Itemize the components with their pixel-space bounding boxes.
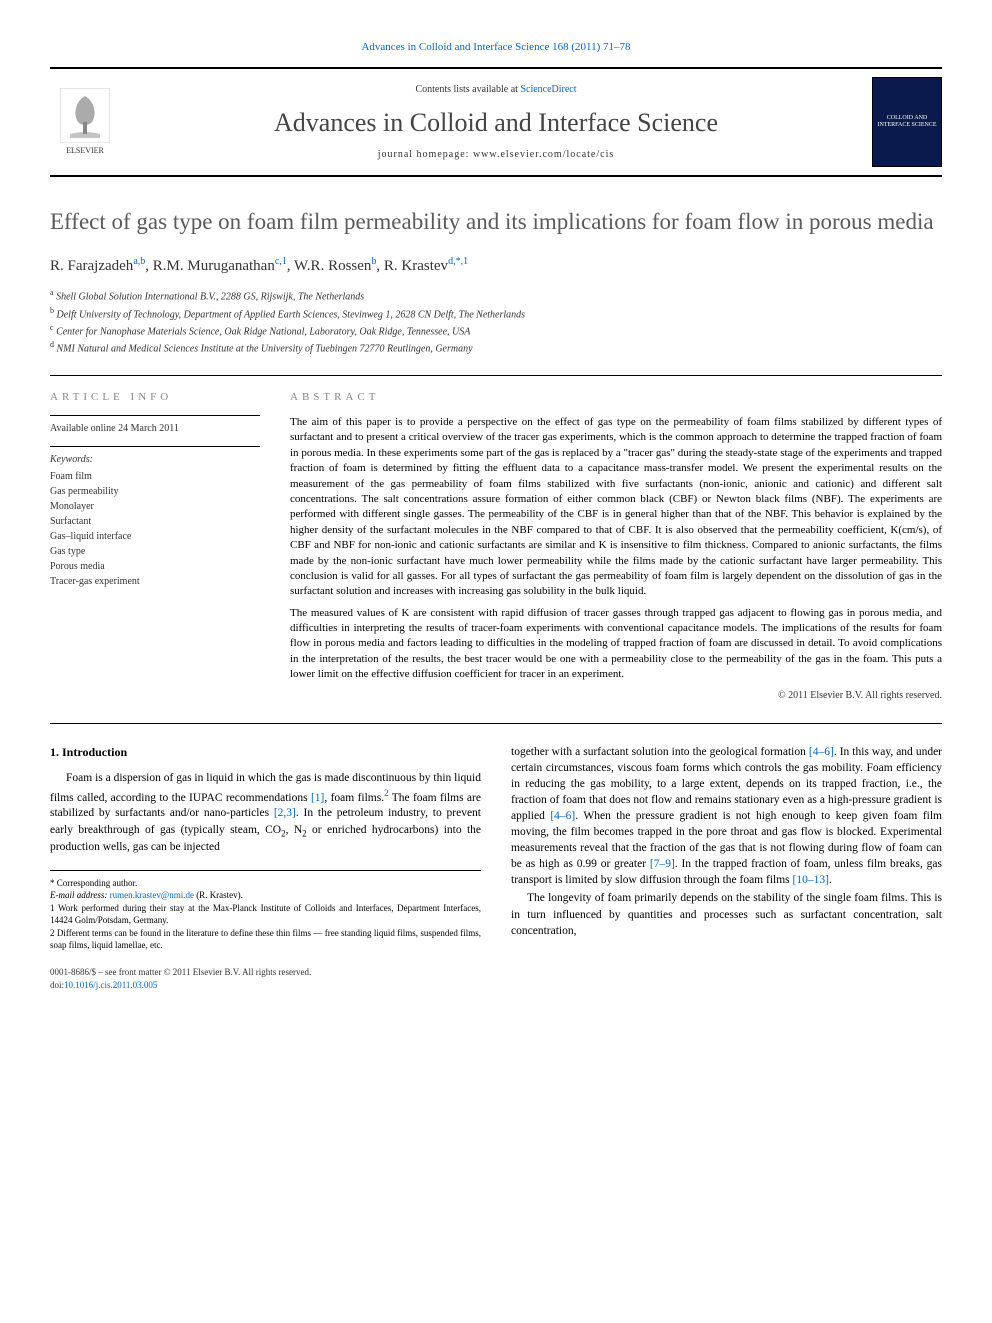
col2-p1-e: .: [829, 874, 832, 886]
issn-line: 0001-8686/$ – see front matter © 2011 El…: [50, 966, 481, 979]
doi-line: doi:10.1016/j.cis.2011.03.005: [50, 979, 481, 992]
cover-text: COLLOID AND INTERFACE SCIENCE: [873, 115, 941, 129]
article-title: Effect of gas type on foam film permeabi…: [50, 207, 942, 237]
contents-prefix: Contents lists available at: [415, 84, 520, 95]
affiliation-c: c Center for Nanophase Materials Science…: [50, 322, 942, 339]
info-divider-1: [50, 415, 260, 416]
author-3-sup: b: [371, 256, 376, 267]
keyword-0: Foam film: [50, 469, 260, 484]
affiliation-a: a Shell Global Solution International B.…: [50, 287, 942, 304]
intro-p1-b: , foam films.: [324, 791, 384, 803]
aff-sup-d: d: [50, 340, 54, 349]
aff-sup-c: c: [50, 323, 54, 332]
author-2[interactable]: R.M. Muruganathan: [153, 258, 275, 274]
journal-reference: Advances in Colloid and Interface Scienc…: [50, 40, 942, 55]
abstract-p1: The aim of this paper is to provide a pe…: [290, 415, 942, 600]
affiliation-b: b Delft University of Technology, Depart…: [50, 305, 942, 322]
intro-p1: Foam is a dispersion of gas in liquid in…: [50, 770, 481, 855]
affiliations: a Shell Global Solution International B.…: [50, 287, 942, 356]
intro-p2: The longevity of foam primarily depends …: [511, 890, 942, 938]
aff-sup-b: b: [50, 306, 54, 315]
sciencedirect-link[interactable]: ScienceDirect: [520, 84, 576, 95]
doi-label: doi:: [50, 980, 64, 990]
ref-1-link[interactable]: [1]: [311, 791, 324, 803]
journal-header-bar: ELSEVIER Contents lists available at Sci…: [50, 67, 942, 177]
authors-line: R. Farajzadeha,b, R.M. Muruganathanc,1, …: [50, 255, 942, 277]
publisher-logo-block: ELSEVIER: [50, 88, 120, 156]
intro-p1-cont: together with a surfactant solution into…: [511, 744, 942, 889]
affiliation-d: d NMI Natural and Medical Sciences Insti…: [50, 339, 942, 356]
abstract-copyright: © 2011 Elsevier B.V. All rights reserved…: [290, 689, 942, 703]
keywords-list: Foam film Gas permeability Monolayer Sur…: [50, 469, 260, 589]
article-info-header: ARTICLE INFO: [50, 390, 260, 405]
footnote-2: 2 Different terms can be found in the li…: [50, 927, 481, 952]
ref-23-link[interactable]: [2,3]: [274, 807, 296, 819]
article-info-col: ARTICLE INFO Available online 24 March 2…: [50, 390, 260, 703]
author-4-sup: d,*,1: [448, 256, 468, 267]
author-4[interactable]: R. Krastev: [384, 258, 448, 274]
body-col-left: 1. Introduction Foam is a dispersion of …: [50, 744, 481, 992]
contents-line: Contents lists available at ScienceDirec…: [120, 83, 872, 97]
keyword-5: Gas type: [50, 544, 260, 559]
body-col-right: together with a surfactant solution into…: [511, 744, 942, 992]
journal-cover-thumb: COLLOID AND INTERFACE SCIENCE: [872, 77, 942, 167]
keyword-4: Gas–liquid interface: [50, 529, 260, 544]
aff-text-a: Shell Global Solution International B.V.…: [56, 292, 364, 303]
footer-meta: 0001-8686/$ – see front matter © 2011 El…: [50, 966, 481, 991]
ref-1013-link[interactable]: [10–13]: [793, 874, 829, 886]
aff-text-b: Delft University of Technology, Departme…: [57, 309, 526, 320]
keyword-1: Gas permeability: [50, 484, 260, 499]
doi-link[interactable]: 10.1016/j.cis.2011.03.005: [64, 980, 157, 990]
publisher-name: ELSEVIER: [66, 145, 104, 156]
author-2-sup: c,1: [275, 256, 287, 267]
email-line: E-mail address: rumen.krastev@nmi.de (R.…: [50, 889, 481, 902]
keyword-3: Surfactant: [50, 514, 260, 529]
journal-name: Advances in Colloid and Interface Scienc…: [120, 105, 872, 141]
author-1[interactable]: R. Farajzadeh: [50, 258, 133, 274]
section-1-heading: 1. Introduction: [50, 744, 481, 761]
ref-46b-link[interactable]: [4–6]: [550, 810, 575, 822]
homepage-url: www.elsevier.com/locate/cis: [473, 149, 614, 160]
aff-sup-a: a: [50, 288, 54, 297]
journal-homepage: journal homepage: www.elsevier.com/locat…: [120, 148, 872, 162]
keywords-label: Keywords:: [50, 453, 260, 467]
info-abstract-row: ARTICLE INFO Available online 24 March 2…: [50, 375, 942, 703]
author-3[interactable]: W.R. Rossen: [294, 258, 371, 274]
intro-p1-e: , N: [286, 824, 303, 836]
info-divider-2: [50, 446, 260, 447]
abstract-p2: The measured values of K are consistent …: [290, 606, 942, 683]
aff-text-d: NMI Natural and Medical Sciences Institu…: [57, 344, 473, 355]
abstract-col: ABSTRACT The aim of this paper is to pro…: [290, 390, 942, 703]
email-label: E-mail address:: [50, 890, 110, 900]
homepage-prefix: journal homepage:: [378, 149, 473, 160]
footnotes: * Corresponding author. E-mail address: …: [50, 870, 481, 953]
ref-79-link[interactable]: [7–9]: [650, 858, 675, 870]
email-suffix: (R. Krastev).: [194, 890, 243, 900]
col2-p1-a: together with a surfactant solution into…: [511, 746, 809, 758]
email-link[interactable]: rumen.krastev@nmi.de: [110, 890, 194, 900]
main-divider: [50, 723, 942, 724]
author-1-sup: a,b: [133, 256, 145, 267]
corr-author-note: * Corresponding author.: [50, 877, 481, 890]
footnote-1: 1 Work performed during their stay at th…: [50, 902, 481, 927]
available-online: Available online 24 March 2011: [50, 422, 260, 436]
aff-text-c: Center for Nanophase Materials Science, …: [56, 326, 470, 337]
keyword-6: Porous media: [50, 559, 260, 574]
abstract-text: The aim of this paper is to provide a pe…: [290, 415, 942, 683]
keyword-2: Monolayer: [50, 499, 260, 514]
ref-46-link[interactable]: [4–6]: [809, 746, 834, 758]
keyword-7: Tracer-gas experiment: [50, 574, 260, 589]
elsevier-tree-icon: [60, 88, 110, 143]
header-center: Contents lists available at ScienceDirec…: [120, 83, 872, 161]
body-columns: 1. Introduction Foam is a dispersion of …: [50, 744, 942, 992]
abstract-header: ABSTRACT: [290, 390, 942, 405]
